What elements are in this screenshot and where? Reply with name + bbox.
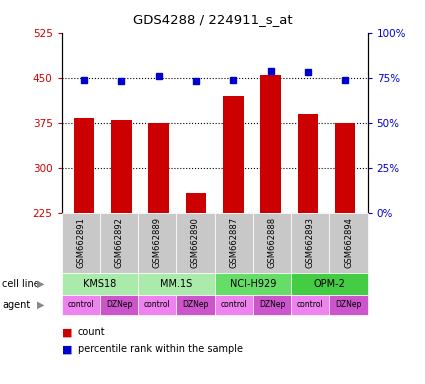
Text: KMS18: KMS18 [83, 279, 116, 289]
Text: percentile rank within the sample: percentile rank within the sample [78, 344, 243, 354]
Text: ▶: ▶ [37, 300, 44, 310]
Text: GDS4288 / 224911_s_at: GDS4288 / 224911_s_at [133, 13, 292, 26]
Text: MM.1S: MM.1S [160, 279, 193, 289]
Text: GSM662888: GSM662888 [267, 217, 277, 268]
Bar [261, 75, 281, 213]
Bar [223, 96, 244, 213]
Text: control: control [297, 300, 323, 310]
Text: ■: ■ [62, 327, 72, 337]
Text: DZNep: DZNep [106, 300, 132, 310]
Text: DZNep: DZNep [335, 300, 362, 310]
Text: control: control [68, 300, 94, 310]
Text: GSM662887: GSM662887 [229, 217, 238, 268]
Bar [111, 120, 132, 213]
Text: GSM662892: GSM662892 [114, 217, 124, 268]
Bar [186, 193, 206, 213]
Text: GSM662889: GSM662889 [153, 217, 162, 268]
Bar [335, 123, 355, 213]
Text: count: count [78, 327, 105, 337]
Text: ▶: ▶ [37, 279, 44, 289]
Text: GSM662894: GSM662894 [344, 217, 353, 268]
Text: DZNep: DZNep [259, 300, 285, 310]
Text: DZNep: DZNep [182, 300, 209, 310]
Text: cell line: cell line [2, 279, 40, 289]
Text: NCI-H929: NCI-H929 [230, 279, 276, 289]
Text: control: control [221, 300, 247, 310]
Bar [148, 123, 169, 213]
Text: GSM662893: GSM662893 [306, 217, 315, 268]
Text: GSM662890: GSM662890 [191, 217, 200, 268]
Text: agent: agent [2, 300, 30, 310]
Text: OPM-2: OPM-2 [313, 279, 345, 289]
Bar [298, 114, 318, 213]
Text: ■: ■ [62, 344, 72, 354]
Text: GSM662891: GSM662891 [76, 217, 85, 268]
Bar [74, 118, 94, 213]
Text: control: control [144, 300, 170, 310]
